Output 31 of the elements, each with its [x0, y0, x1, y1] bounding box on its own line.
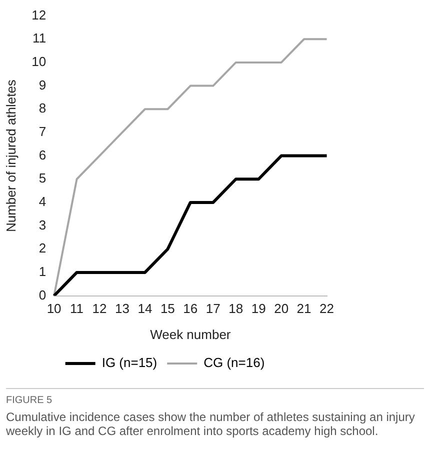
x-tick-label: 14	[138, 301, 152, 316]
caption: FIGURE 5	[6, 395, 54, 406]
y-tick-label: 10	[32, 54, 46, 70]
x-tick-label: 12	[92, 301, 107, 316]
y-tick-label: 4	[38, 194, 46, 210]
y-tick-label: 0	[38, 287, 46, 302]
y-tick-label: 6	[38, 147, 46, 162]
y-tick-label: 9	[38, 77, 46, 92]
y-tick-label: 12	[32, 7, 46, 22]
x-tick-label: 17	[206, 301, 220, 316]
x-axis-title: Week number	[150, 326, 232, 342]
legend-label: IG (n=15)	[102, 355, 158, 370]
y-tick-label: 5	[38, 170, 46, 186]
x-tick-label: 20	[274, 301, 289, 316]
y-tick-label: 7	[38, 124, 46, 140]
y-tick-label: 8	[38, 100, 46, 116]
x-tick-label: 21	[296, 301, 312, 316]
x-tick-label: 11	[70, 301, 84, 316]
y-tick-label: 3	[38, 217, 46, 232]
x-tick-label: 16	[183, 301, 198, 316]
y-tick-label: 2	[38, 240, 46, 256]
y-tick-label: 11	[32, 30, 46, 46]
legend-label: CG (n=16)	[204, 355, 265, 370]
x-tick-label: 22	[320, 301, 334, 316]
y-axis-title: Number of injured athletes	[3, 79, 18, 232]
x-tick-label: 13	[115, 301, 130, 316]
y-tick-label: 1	[38, 264, 46, 280]
x-tick-label: 15	[160, 301, 175, 316]
x-tick-label: 18	[228, 301, 244, 316]
text: Cumulative incidence cases show the number of athletes sustaining an injury weekly in IG and CG after enrolment into sports academy high school.	[6, 410, 416, 438]
x-tick-label: 19	[251, 301, 266, 316]
